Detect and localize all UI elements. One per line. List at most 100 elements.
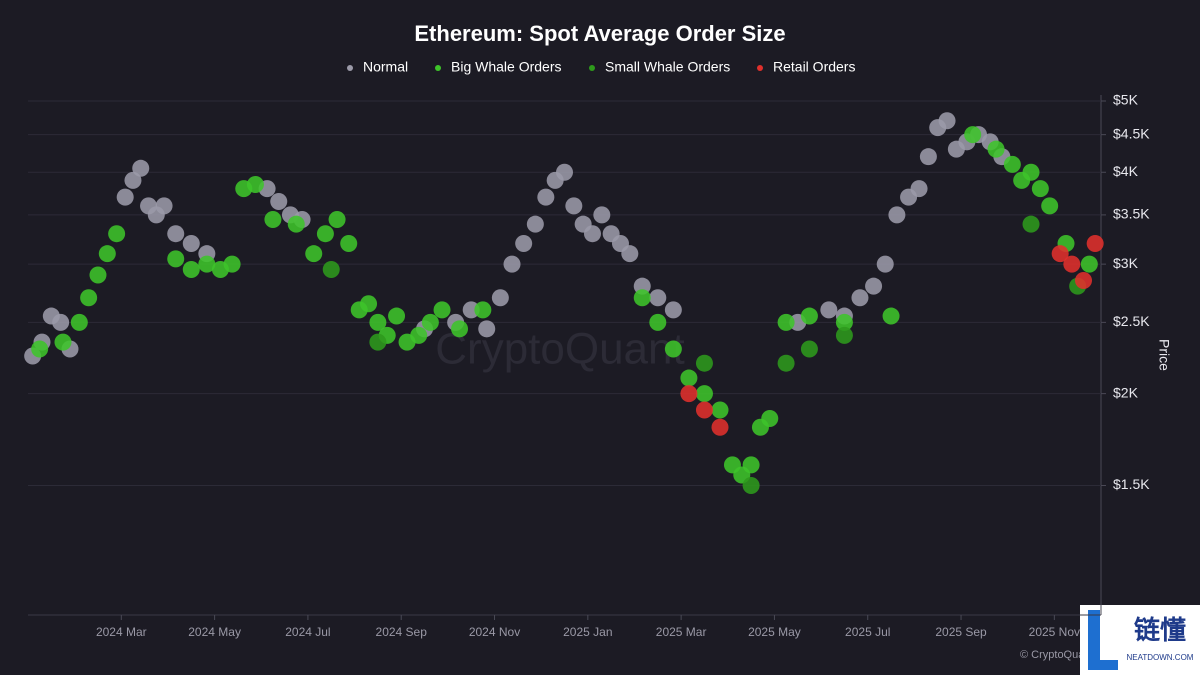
- x-tick-label: 2024 Nov: [469, 625, 520, 639]
- legend-marker: [757, 65, 763, 71]
- badge: 链懂 NEATDOWN.COM: [1080, 605, 1200, 675]
- point: [565, 197, 583, 215]
- point: [98, 245, 116, 263]
- x-tick-label: 2025 Jul: [845, 625, 890, 639]
- x-tick-label: 2025 Mar: [656, 625, 707, 639]
- legend-marker: [347, 65, 353, 71]
- point: [680, 369, 698, 387]
- point: [421, 313, 439, 331]
- point: [1031, 180, 1049, 198]
- point: [246, 175, 264, 193]
- x-tick-label: 2024 Mar: [96, 625, 147, 639]
- legend-label: Big Whale Orders: [451, 59, 561, 75]
- point: [1063, 255, 1081, 273]
- credit: © CryptoQuant: [1020, 649, 1094, 661]
- point: [322, 261, 340, 279]
- legend-label: Normal: [363, 59, 408, 75]
- point: [182, 235, 200, 253]
- point: [360, 295, 378, 313]
- legend-label: Small Whale Orders: [605, 59, 730, 75]
- point: [223, 255, 241, 273]
- x-tick-label: 2025 Jan: [563, 625, 612, 639]
- point: [742, 456, 760, 474]
- point: [369, 333, 387, 351]
- legend-item: Small Whale Orders: [589, 59, 730, 75]
- point: [910, 180, 928, 198]
- point: [742, 477, 760, 495]
- badge-subtitle: NEATDOWN.COM: [1127, 653, 1194, 662]
- x-tick-label: 2025 May: [748, 625, 801, 639]
- point: [287, 215, 305, 233]
- legend: Normal Big Whale Orders Small Whale Orders…: [347, 59, 855, 75]
- point: [695, 385, 713, 403]
- point: [649, 289, 667, 307]
- point: [777, 354, 795, 372]
- y-tick-label: $3.5K: [1113, 206, 1150, 222]
- point: [664, 301, 682, 319]
- point: [478, 320, 496, 338]
- point: [695, 401, 713, 419]
- point: [1041, 197, 1059, 215]
- y-tick-label: $2.5K: [1113, 313, 1150, 329]
- point: [340, 235, 358, 253]
- point: [556, 163, 573, 181]
- point: [80, 289, 98, 307]
- point: [583, 225, 601, 243]
- point: [433, 301, 451, 319]
- y-tick-label: $1.5K: [1113, 476, 1150, 492]
- point: [851, 289, 869, 307]
- series: [680, 235, 1104, 436]
- point: [167, 225, 185, 243]
- point: [54, 333, 72, 351]
- point: [515, 235, 533, 253]
- point: [1051, 245, 1069, 263]
- point: [462, 301, 480, 319]
- point: [820, 301, 838, 319]
- y-tick-label: $4.5K: [1113, 125, 1150, 141]
- point: [270, 193, 288, 211]
- point: [410, 326, 428, 344]
- legend-item: Big Whale Orders: [435, 59, 561, 75]
- point: [987, 140, 1005, 158]
- point: [155, 197, 173, 215]
- point: [1022, 215, 1040, 233]
- point: [711, 418, 729, 436]
- point: [116, 188, 134, 206]
- y-tick-label: $3K: [1113, 255, 1139, 271]
- badge-logo: [1088, 610, 1118, 670]
- y-tick-label: $2K: [1113, 384, 1139, 400]
- point: [264, 211, 282, 229]
- point: [888, 206, 906, 224]
- point: [633, 277, 651, 295]
- point: [649, 313, 667, 331]
- point: [761, 410, 779, 428]
- point: [52, 313, 70, 331]
- badge-title: 链懂: [1134, 615, 1186, 645]
- point: [593, 206, 611, 224]
- point: [711, 401, 729, 419]
- point: [526, 215, 544, 233]
- point: [835, 313, 853, 331]
- point: [800, 307, 818, 325]
- point: [182, 261, 200, 279]
- point: [1022, 163, 1040, 181]
- chart-title: Ethereum: Spot Average Order Size: [414, 21, 785, 46]
- legend-item: Retail Orders: [757, 59, 855, 75]
- point: [108, 225, 126, 243]
- x-tick-label: 2024 Jul: [285, 625, 330, 639]
- point: [451, 320, 469, 338]
- point: [633, 289, 651, 307]
- point: [865, 277, 883, 295]
- y-tick-label: $4K: [1113, 163, 1139, 179]
- y-axis-label: Price: [1156, 339, 1172, 371]
- point: [167, 250, 185, 268]
- point: [664, 340, 682, 358]
- legend-marker: [589, 65, 595, 71]
- point: [1080, 255, 1098, 273]
- point: [474, 301, 492, 319]
- point: [537, 188, 555, 206]
- point: [919, 148, 937, 166]
- point: [124, 171, 142, 189]
